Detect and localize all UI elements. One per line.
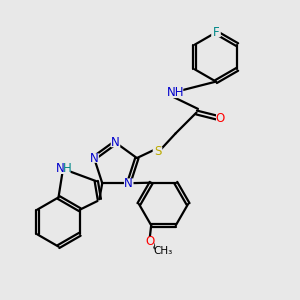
FancyBboxPatch shape <box>216 114 225 123</box>
Text: N: N <box>56 162 65 176</box>
Text: N: N <box>124 177 133 190</box>
Text: S: S <box>154 145 161 158</box>
Text: O: O <box>216 112 225 125</box>
FancyBboxPatch shape <box>155 246 172 256</box>
Text: H: H <box>63 162 72 176</box>
FancyBboxPatch shape <box>89 153 99 163</box>
Text: NH: NH <box>167 86 184 100</box>
FancyBboxPatch shape <box>56 164 70 174</box>
FancyBboxPatch shape <box>168 88 183 98</box>
Text: CH₃: CH₃ <box>154 246 173 256</box>
Text: F: F <box>213 26 219 39</box>
FancyBboxPatch shape <box>111 138 120 147</box>
Text: N: N <box>111 136 120 149</box>
FancyBboxPatch shape <box>153 147 162 156</box>
FancyBboxPatch shape <box>145 237 154 247</box>
FancyBboxPatch shape <box>124 178 134 188</box>
Text: N: N <box>90 152 98 164</box>
FancyBboxPatch shape <box>211 28 221 37</box>
Text: O: O <box>145 235 154 248</box>
